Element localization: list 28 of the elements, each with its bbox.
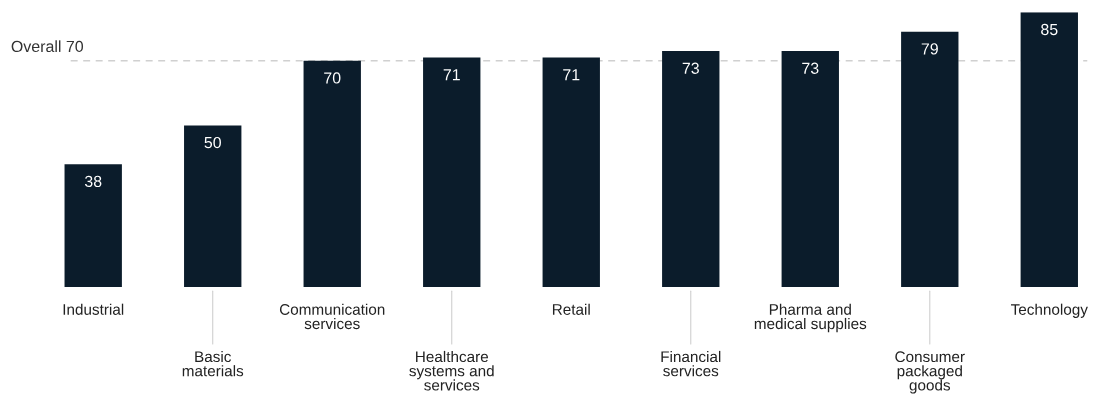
bar [184,125,242,287]
bar [423,57,481,287]
x-tick-label: Communication services [279,303,385,330]
x-tick-label: Technology [1011,303,1088,318]
x-tick-label: Retail [552,303,590,315]
data-label: 71 [443,69,460,81]
x-tick-label: Industrial [63,303,124,315]
x-tick-label: Consumer packaged goods [895,351,965,394]
x-tick-label: Financial services [661,350,721,377]
x-tick-label: Basic materials [182,350,244,377]
bar [781,51,839,287]
ref-line-label: Overall 70 [11,40,84,53]
data-label: 85 [1041,23,1058,36]
data-label: 79 [921,43,938,55]
bar [303,60,361,287]
data-label: 50 [204,136,221,149]
x-tick-label: Pharma and medical supplies [754,303,867,333]
bar [1020,12,1078,287]
data-label: 73 [802,62,819,74]
data-label: 73 [682,62,699,74]
data-label: 71 [563,69,580,81]
bar [662,51,720,287]
bar [64,164,122,287]
bar [542,57,600,287]
bar [901,31,959,287]
data-label: 70 [324,72,341,84]
data-label: 38 [84,175,102,188]
x-tick-label: Healthcare systems and services [409,350,494,391]
